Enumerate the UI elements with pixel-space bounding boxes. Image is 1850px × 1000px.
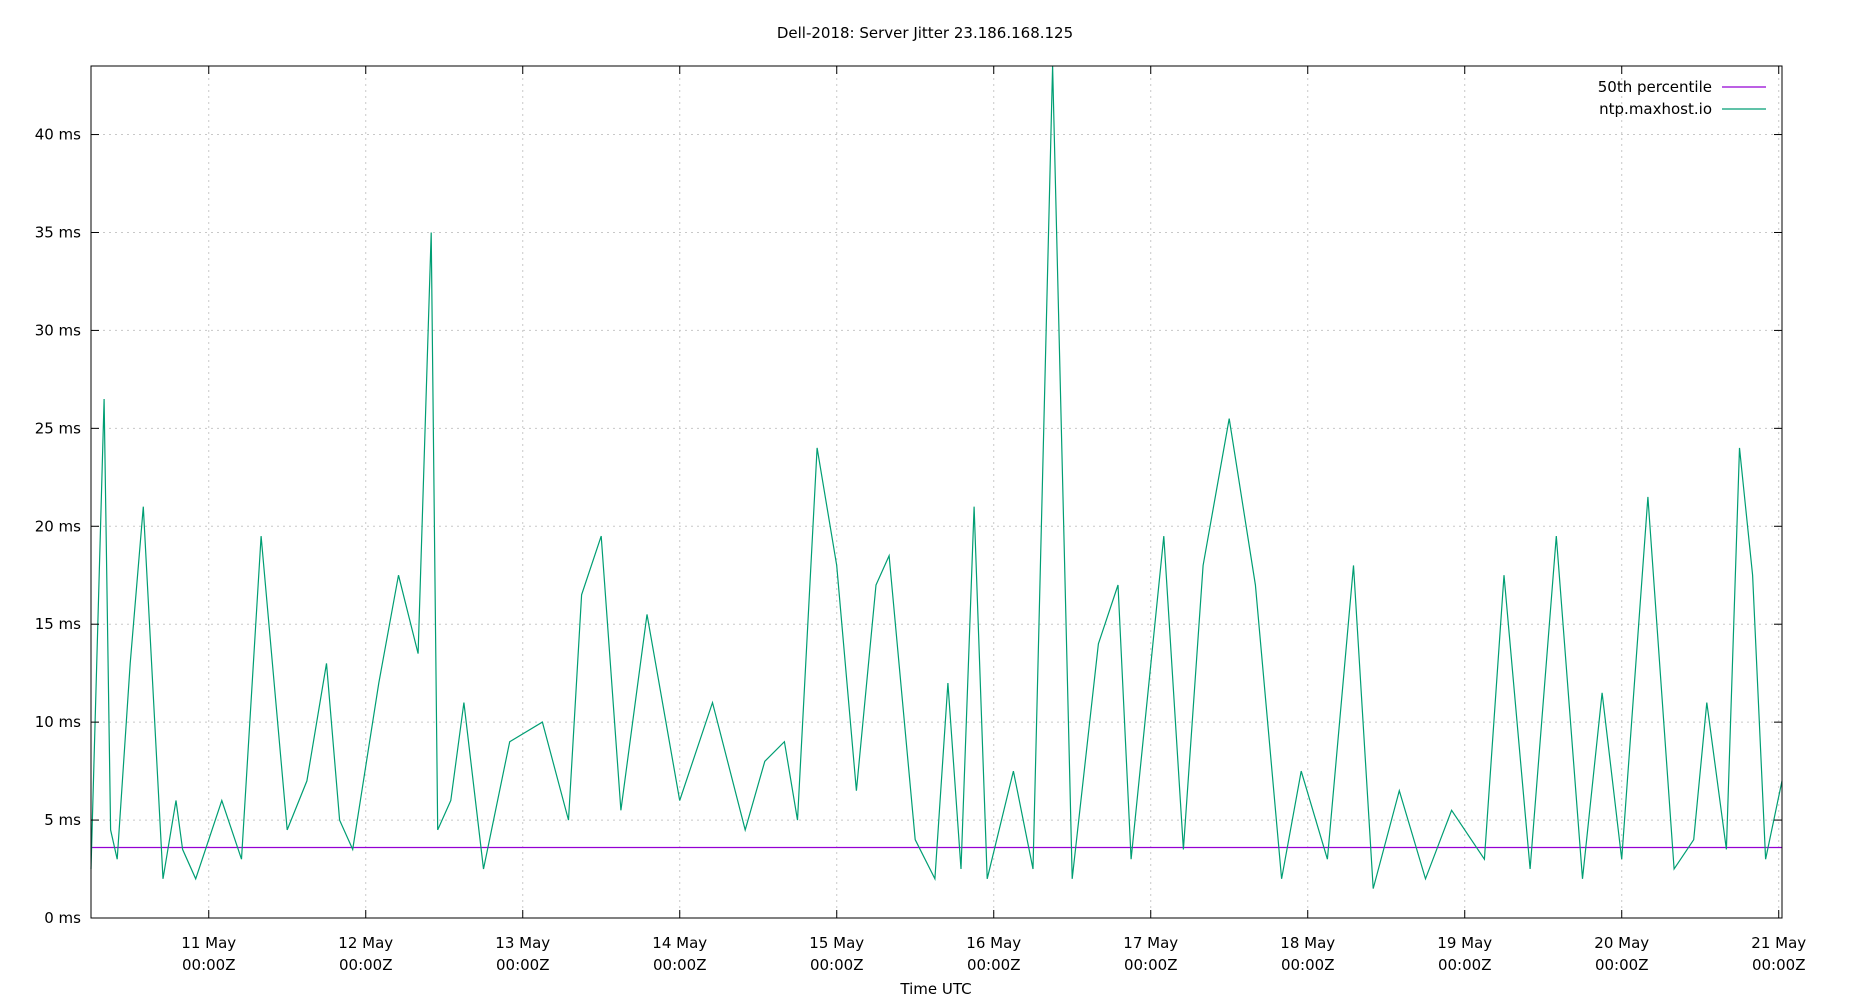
y-tick-label: 5 ms bbox=[44, 811, 81, 829]
y-tick-label: 20 ms bbox=[35, 517, 81, 535]
x-tick-label-date: 20 May bbox=[1594, 934, 1649, 952]
grid-lines bbox=[91, 66, 1782, 918]
x-tick-label-time: 00:00Z bbox=[1595, 956, 1649, 974]
x-tick-label-date: 21 May bbox=[1751, 934, 1806, 952]
plot-frame bbox=[90, 65, 1783, 919]
x-tick-label-date: 17 May bbox=[1123, 934, 1178, 952]
y-tick-label: 40 ms bbox=[35, 126, 81, 144]
x-tick-label-date: 14 May bbox=[652, 934, 707, 952]
x-tick-label-time: 00:00Z bbox=[967, 956, 1021, 974]
x-tick-label-time: 00:00Z bbox=[1752, 956, 1806, 974]
y-tick-label: 35 ms bbox=[35, 223, 81, 241]
x-tick-label-date: 13 May bbox=[495, 934, 550, 952]
x-axis-label: Time UTC bbox=[899, 980, 971, 998]
x-tick-label-time: 00:00Z bbox=[1438, 956, 1492, 974]
x-tick-label-date: 19 May bbox=[1437, 934, 1492, 952]
x-tick-label-time: 00:00Z bbox=[1281, 956, 1335, 974]
y-axis: 0 ms 5 ms 10 ms 15 ms 20 ms 25 ms 30 ms 35 ms 40… bbox=[35, 126, 1782, 927]
x-tick-label-time: 00:00Z bbox=[810, 956, 864, 974]
y-tick-label: 10 ms bbox=[35, 713, 81, 731]
x-tick-label-time: 00:00Z bbox=[1124, 956, 1178, 974]
y-tick-label: 15 ms bbox=[35, 615, 81, 633]
legend: 50th percentile ntp.maxhost.io bbox=[1598, 78, 1766, 118]
legend-label: ntp.maxhost.io bbox=[1599, 100, 1712, 118]
x-tick-label-time: 00:00Z bbox=[653, 956, 707, 974]
x-tick-label-date: 11 May bbox=[181, 934, 236, 952]
series-ntp-line bbox=[90, 65, 1783, 889]
x-axis: 11 May 00:00Z 12 May 00:00Z 13 May 00:00Z 14 M… bbox=[181, 66, 1806, 974]
y-tick-label: 0 ms bbox=[44, 909, 81, 927]
x-tick-label-date: 15 May bbox=[809, 934, 864, 952]
series-lines bbox=[90, 65, 1783, 889]
y-tick-label: 25 ms bbox=[35, 419, 81, 437]
chart-title: Dell-2018: Server Jitter 23.186.168.125 bbox=[777, 24, 1073, 42]
x-tick-label-date: 16 May bbox=[966, 934, 1021, 952]
x-tick-label-time: 00:00Z bbox=[182, 956, 236, 974]
legend-label: 50th percentile bbox=[1598, 78, 1712, 96]
y-tick-label: 30 ms bbox=[35, 321, 81, 339]
x-tick-label-time: 00:00Z bbox=[496, 956, 550, 974]
x-tick-label-time: 00:00Z bbox=[339, 956, 393, 974]
x-tick-label-date: 12 May bbox=[338, 934, 393, 952]
x-tick-label-date: 18 May bbox=[1280, 934, 1335, 952]
